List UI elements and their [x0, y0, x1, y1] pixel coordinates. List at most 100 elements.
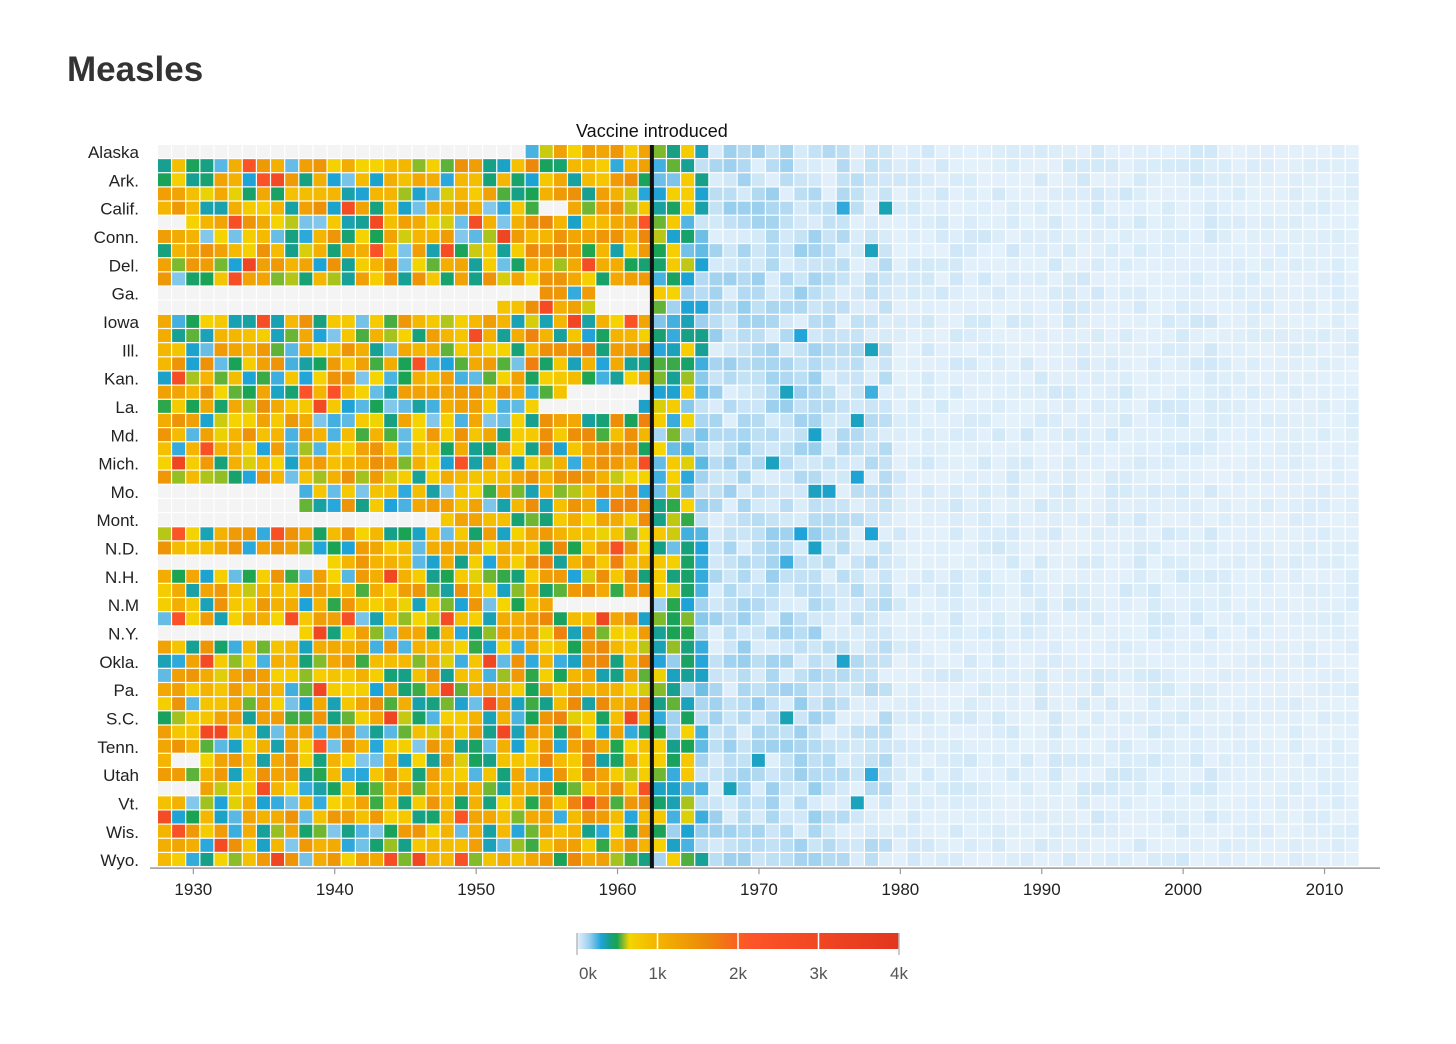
heatmap-cell	[1232, 314, 1246, 328]
heatmap-cell	[794, 456, 808, 470]
heatmap-cell	[1303, 442, 1317, 456]
heatmap-cell	[737, 357, 751, 371]
heatmap-cell	[568, 258, 581, 272]
heatmap-cell	[1176, 810, 1190, 824]
heatmap-cell	[652, 853, 666, 866]
heatmap-cell	[879, 612, 893, 626]
heatmap-cell	[1020, 527, 1034, 541]
heatmap-cell	[200, 725, 214, 739]
heatmap-cell	[370, 810, 384, 824]
heatmap-cell	[1246, 343, 1260, 357]
heatmap-cell	[949, 343, 963, 357]
heatmap-cell	[879, 668, 893, 682]
heatmap-cell	[963, 499, 977, 512]
heatmap-cell	[412, 428, 426, 442]
heatmap-cell	[865, 513, 878, 527]
heatmap-cell	[426, 371, 440, 385]
heatmap-cell	[610, 541, 624, 555]
heatmap-cell	[412, 612, 426, 626]
heatmap-cell	[1077, 612, 1091, 626]
heatmap-cell	[893, 697, 907, 711]
heatmap-cell	[766, 201, 779, 215]
heatmap-cell	[1105, 612, 1119, 626]
heatmap-cell	[610, 385, 624, 399]
heatmap-cell	[1119, 470, 1133, 484]
heatmap-cell	[879, 314, 893, 328]
heatmap-cell	[1176, 385, 1190, 399]
heatmap-cell	[553, 343, 567, 357]
heatmap-cell	[1062, 725, 1076, 739]
state-label: Calif.	[100, 200, 139, 219]
heatmap-cell	[652, 244, 666, 258]
heatmap-cell	[341, 173, 355, 187]
heatmap-cell	[172, 329, 186, 343]
heatmap-cell	[1345, 371, 1359, 385]
heatmap-cell	[568, 329, 581, 343]
heatmap-cell	[539, 796, 553, 810]
heatmap-cell	[879, 683, 893, 697]
heatmap-cell	[483, 272, 497, 286]
heatmap-cell	[978, 838, 992, 852]
heatmap-cell	[893, 215, 907, 229]
heatmap-cell	[228, 399, 242, 413]
heatmap-cell	[865, 159, 878, 173]
heatmap-cell	[963, 357, 977, 371]
heatmap-cell	[525, 640, 539, 654]
heatmap-cell	[553, 753, 567, 767]
heatmap-cell	[780, 442, 794, 456]
heatmap-cell	[1048, 357, 1062, 371]
heatmap-cell	[228, 456, 242, 470]
heatmap-cell	[921, 357, 935, 371]
heatmap-cell	[963, 654, 977, 668]
heatmap-cell	[1331, 838, 1345, 852]
heatmap-cell	[1020, 725, 1034, 739]
heatmap-cell	[978, 357, 992, 371]
heatmap-cell	[1161, 173, 1175, 187]
heatmap-cell	[1020, 824, 1034, 838]
heatmap-cell	[1133, 456, 1147, 470]
heatmap-cell	[1133, 343, 1147, 357]
heatmap-cell	[158, 484, 171, 498]
heatmap-cell	[780, 527, 794, 541]
heatmap-cell	[695, 229, 709, 243]
heatmap-cell	[511, 173, 525, 187]
heatmap-cell	[341, 399, 355, 413]
heatmap-cell	[638, 499, 652, 512]
heatmap-cell	[285, 583, 299, 597]
heatmap-cell	[596, 215, 610, 229]
heatmap-cell	[865, 739, 878, 753]
heatmap-cell	[582, 215, 596, 229]
heatmap-cell	[341, 555, 355, 569]
heatmap-cell	[1020, 697, 1034, 711]
heatmap-cell	[638, 513, 652, 527]
heatmap-cell	[158, 499, 171, 512]
heatmap-cell	[1303, 428, 1317, 442]
heatmap-cell	[158, 385, 171, 399]
heatmap-cell	[822, 173, 836, 187]
heatmap-cell	[440, 739, 454, 753]
heatmap-cell	[780, 838, 794, 852]
heatmap-cell	[412, 739, 426, 753]
heatmap-cell	[1105, 357, 1119, 371]
heatmap-cell	[256, 329, 270, 343]
heatmap-cell	[808, 258, 822, 272]
heatmap-cell	[1062, 598, 1076, 612]
heatmap-cell	[1275, 796, 1288, 810]
heatmap-cell	[992, 456, 1006, 470]
heatmap-cell	[808, 753, 822, 767]
heatmap-cell	[228, 470, 242, 484]
heatmap-cell	[553, 300, 567, 314]
heatmap-cell	[907, 414, 921, 427]
heatmap-cell	[256, 343, 270, 357]
heatmap-cell	[370, 711, 384, 725]
heatmap-cell	[1246, 711, 1260, 725]
heatmap-cell	[879, 782, 893, 796]
heatmap-cell	[667, 513, 680, 527]
heatmap-cell	[582, 753, 596, 767]
heatmap-cell	[1020, 229, 1034, 243]
heatmap-cell	[214, 753, 228, 767]
heatmap-cell	[1133, 215, 1147, 229]
heatmap-cell	[723, 569, 737, 583]
heatmap-cell	[1006, 385, 1020, 399]
heatmap-cell	[497, 838, 511, 852]
